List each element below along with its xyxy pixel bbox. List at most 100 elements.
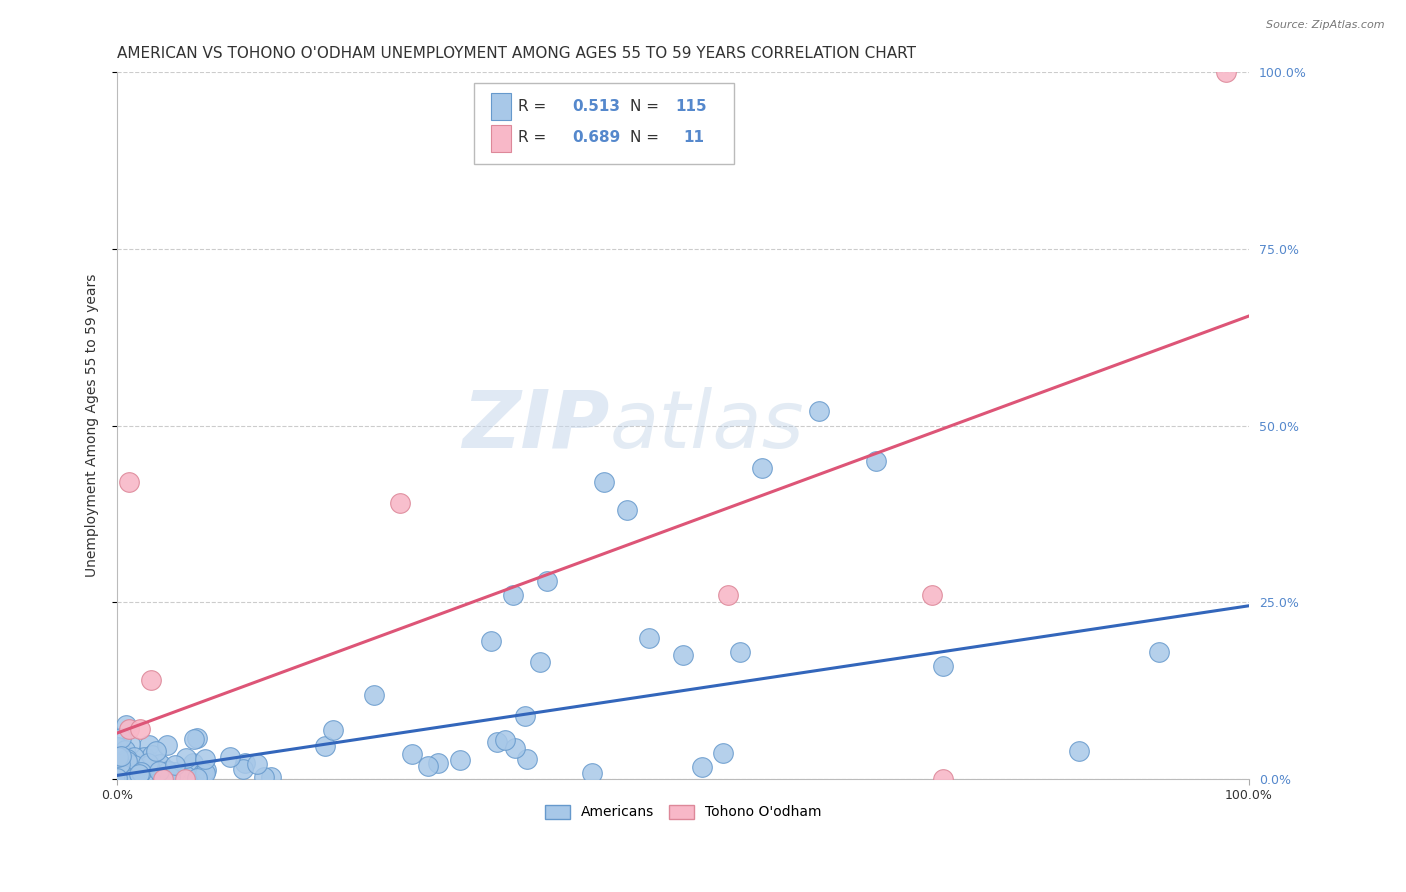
Text: 0.689: 0.689	[572, 130, 620, 145]
Text: N =: N =	[630, 98, 664, 113]
Point	[1215, 65, 1237, 79]
Point	[194, 765, 217, 780]
Point	[449, 753, 471, 767]
Point	[536, 574, 558, 588]
Point	[183, 731, 205, 746]
Point	[120, 764, 142, 779]
Point	[516, 752, 538, 766]
Point	[515, 708, 537, 723]
Point	[181, 756, 204, 770]
Point	[125, 761, 148, 775]
Point	[114, 759, 136, 773]
Point	[638, 631, 661, 645]
Point	[494, 732, 516, 747]
Point	[932, 772, 955, 786]
Point	[110, 770, 132, 784]
Point	[186, 771, 208, 785]
Point	[124, 756, 146, 771]
Text: atlas: atlas	[610, 386, 804, 465]
Point	[132, 750, 155, 764]
Point	[150, 758, 173, 772]
Point	[150, 769, 173, 783]
Point	[156, 738, 179, 752]
Point	[593, 475, 616, 489]
Point	[141, 673, 163, 687]
Text: R =: R =	[517, 130, 551, 145]
Point	[111, 771, 134, 785]
Point	[751, 461, 773, 475]
Point	[107, 755, 129, 769]
Point	[672, 648, 695, 663]
Point	[118, 769, 141, 783]
Point	[865, 454, 887, 468]
Point	[808, 404, 831, 418]
Point	[107, 768, 129, 782]
Text: 115: 115	[675, 98, 707, 113]
Point	[110, 772, 132, 786]
Point	[114, 743, 136, 757]
Point	[128, 766, 150, 780]
Point	[118, 475, 141, 489]
Point	[107, 766, 129, 780]
Point	[118, 723, 141, 737]
Point	[156, 764, 179, 778]
Point	[503, 741, 526, 756]
Text: AMERICAN VS TOHONO O'ODHAM UNEMPLOYMENT AMONG AGES 55 TO 59 YEARS CORRELATION CH: AMERICAN VS TOHONO O'ODHAM UNEMPLOYMENT …	[117, 46, 917, 62]
Point	[194, 752, 217, 766]
Point	[153, 771, 176, 785]
Point	[1147, 645, 1170, 659]
Point	[107, 759, 129, 773]
Point	[138, 754, 160, 768]
Point	[186, 731, 208, 745]
Point	[128, 766, 150, 780]
Point	[111, 763, 134, 777]
Point	[479, 634, 502, 648]
Point	[233, 756, 256, 770]
Point	[174, 772, 197, 786]
FancyBboxPatch shape	[474, 83, 734, 164]
Point	[118, 762, 141, 776]
Point	[246, 757, 269, 772]
Point	[110, 748, 132, 763]
Point	[416, 759, 439, 773]
Text: R =: R =	[517, 98, 551, 113]
Point	[115, 767, 138, 781]
Point	[711, 746, 734, 760]
Point	[111, 769, 134, 783]
FancyBboxPatch shape	[491, 125, 512, 152]
Point	[728, 645, 751, 659]
Point	[107, 758, 129, 772]
Point	[138, 758, 160, 772]
Point	[616, 503, 638, 517]
Point	[155, 770, 177, 784]
Point	[115, 717, 138, 731]
Point	[529, 655, 551, 669]
FancyBboxPatch shape	[491, 94, 512, 120]
Text: ZIP: ZIP	[463, 386, 610, 465]
Point	[156, 764, 179, 778]
Point	[122, 750, 145, 764]
Point	[427, 756, 450, 771]
Point	[174, 769, 197, 783]
Legend: Americans, Tohono O'odham: Americans, Tohono O'odham	[540, 799, 827, 825]
Point	[260, 770, 283, 784]
Point	[717, 588, 740, 602]
Point	[1069, 744, 1091, 758]
Point	[115, 752, 138, 766]
Point	[145, 744, 167, 758]
Point	[389, 496, 412, 510]
Point	[141, 747, 163, 762]
Point	[107, 764, 129, 778]
Point	[138, 756, 160, 770]
Point	[117, 754, 139, 768]
Point	[105, 771, 128, 785]
Point	[314, 739, 336, 754]
Point	[110, 762, 132, 776]
Point	[107, 760, 129, 774]
Point	[124, 764, 146, 779]
Point	[124, 772, 146, 786]
Point	[253, 770, 276, 784]
Point	[127, 771, 149, 785]
Point	[127, 769, 149, 783]
Text: N =: N =	[630, 130, 664, 145]
